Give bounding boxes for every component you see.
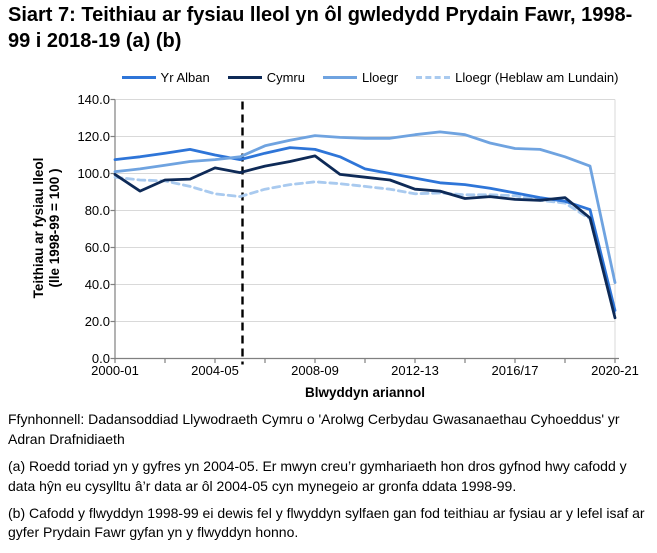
- x-tick-label: 2000-01: [91, 363, 139, 378]
- y-tick-label: 60.0: [84, 240, 110, 255]
- footnote-b: (b) Cafodd y flwyddyn 1998-99 ei dewis f…: [8, 504, 645, 541]
- x-axis-title: Blwyddyn ariannol: [304, 385, 426, 400]
- legend-line-swatch: [322, 76, 357, 79]
- legend-label: Yr Alban: [160, 70, 210, 85]
- x-tick-label: 2008-09: [291, 363, 339, 378]
- legend: Yr Alban Cymru Lloegr Lloegr (Heblaw am Lun…: [90, 70, 650, 85]
- legend-item-lloegr-heblaw-am-lundain: Lloegr (Heblaw am Lundain): [416, 70, 618, 85]
- legend-line-swatch: [227, 76, 262, 79]
- y-axis-title: Teithiau ar fysiau lleol (lle 1998-99 = …: [31, 158, 63, 299]
- y-tick-label: 80.0: [84, 203, 110, 218]
- series-line-lloegr: [113, 130, 617, 285]
- y-tick-label: 0.0: [91, 351, 110, 366]
- y-tick-label: 20.0: [84, 314, 110, 329]
- legend-item-cymru: Cymru: [227, 70, 305, 85]
- legend-label: Cymru: [266, 70, 305, 85]
- y-tick-label: 140.0: [77, 92, 110, 107]
- y-tick-label: 40.0: [84, 277, 110, 292]
- x-tick-label: 2020-21: [591, 363, 639, 378]
- footnote-a: (a) Roedd toriad yn y gyfres yn 2004-05.…: [8, 457, 627, 494]
- series-line-yr-alban: [113, 146, 617, 312]
- chart-title: Siart 7: Teithiau ar fysiau lleol yn ôl …: [8, 4, 633, 53]
- footnotes: Ffynhonnell: Dadansoddiad Llywodraeth Cy…: [8, 410, 652, 550]
- x-tick-label: 2016/17: [491, 363, 539, 378]
- source-note: Ffynhonnell: Dadansoddiad Llywodraeth Cy…: [8, 411, 620, 447]
- y-axis-title-line1: Teithiau ar fysiau lleol: [30, 157, 46, 299]
- legend-line-swatch: [121, 76, 156, 79]
- legend-item-lloegr: Lloegr: [322, 70, 399, 85]
- x-tick-label: 2004-05: [191, 363, 239, 378]
- legend-label: Lloegr (Heblaw am Lundain): [455, 70, 619, 85]
- series-line-cymru: [113, 154, 617, 320]
- legend-label: Lloegr: [361, 70, 399, 85]
- y-tick-label: 120.0: [77, 129, 110, 144]
- y-tick-label: 100.0: [77, 166, 110, 181]
- legend-line-swatch: [416, 76, 451, 79]
- y-axis-title-line2: (lle 1998-99 = 100 ): [47, 168, 62, 288]
- x-tick-label: 2012-13: [391, 363, 439, 378]
- legend-item-yr-alban: Yr Alban: [121, 70, 210, 85]
